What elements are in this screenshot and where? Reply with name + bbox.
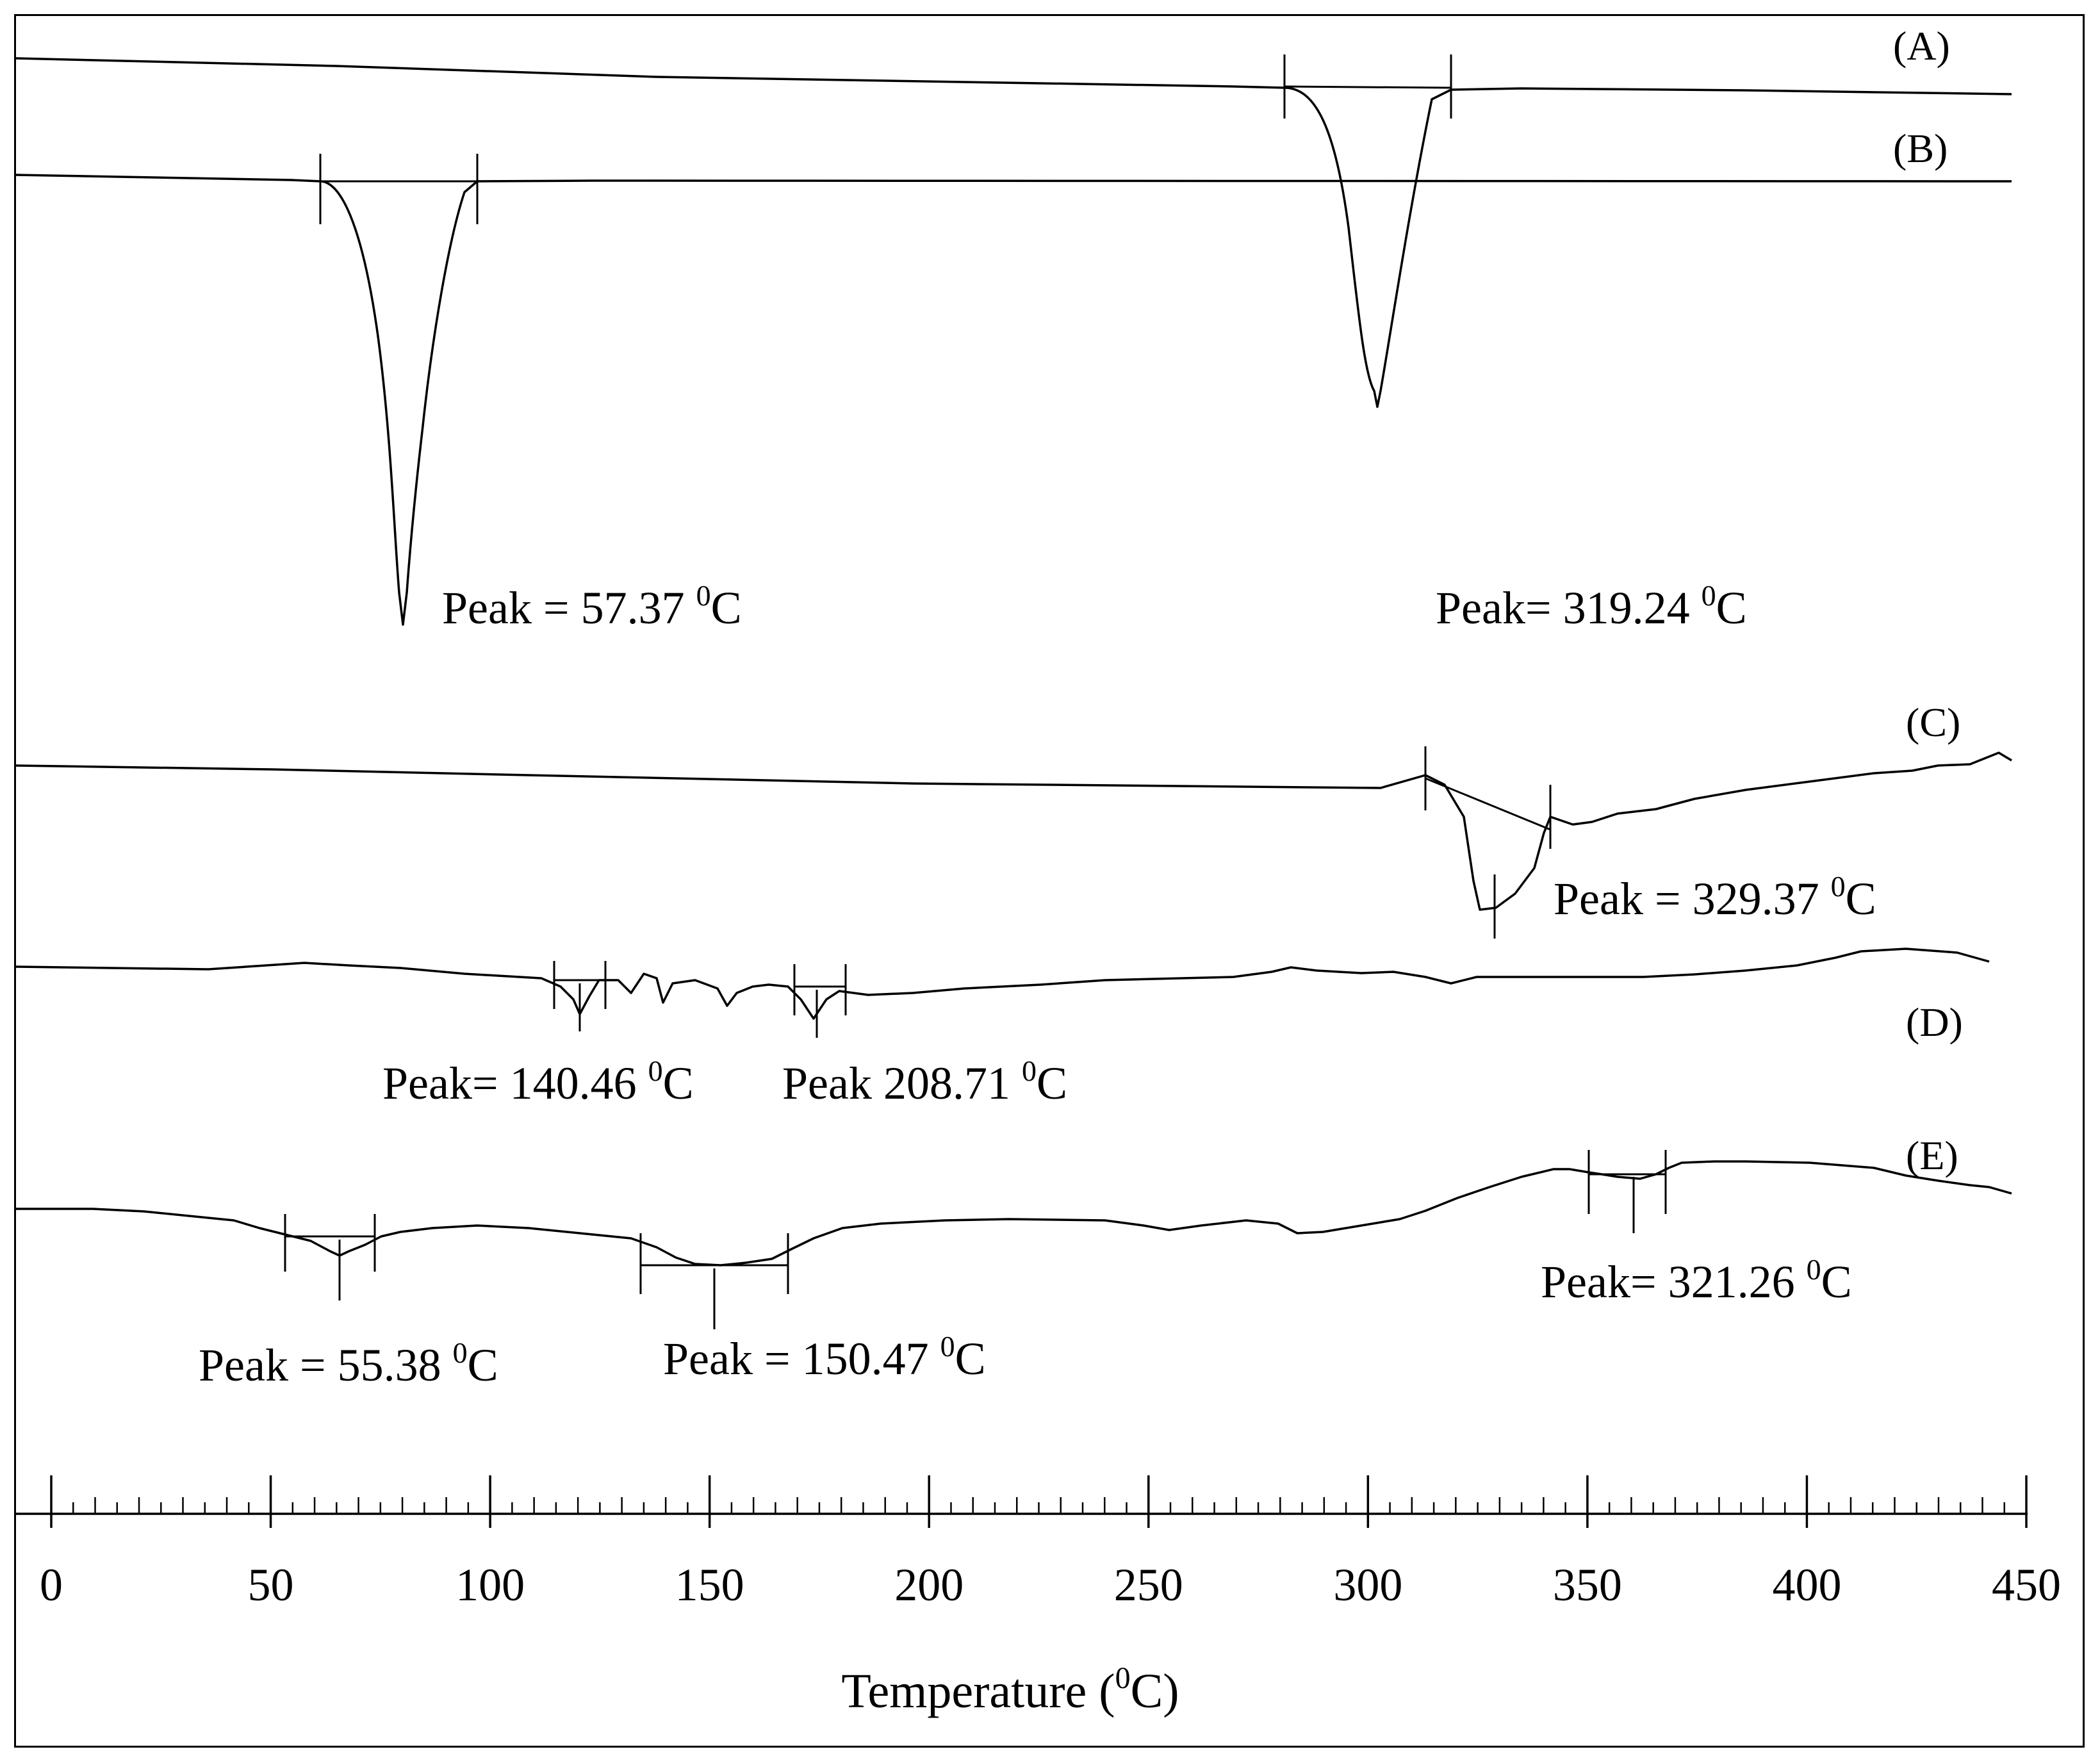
series-label-d: (D) [1906,999,1963,1045]
curve-a [16,57,2012,408]
series-label-b: (B) [1893,126,1948,171]
peak-label-d-1: Peak= 140.46 0C [382,1054,694,1109]
integration-marks-a [1283,54,1452,119]
curve-e [16,1160,2012,1267]
x-tick-label: 300 [1333,1559,1402,1611]
peak-label-c: Peak = 329.37 0C [1554,870,1876,924]
series-label-a: (A) [1893,23,1950,69]
x-tick-label: 100 [455,1559,525,1611]
x-tick-label: 50 [248,1559,294,1611]
integration-marks-d [553,961,847,1038]
x-tick-label: 150 [675,1559,744,1611]
x-tick-label: 350 [1553,1559,1622,1611]
x-tick-label: 400 [1772,1559,1841,1611]
dsc-thermogram-chart: (A) (B) (C) (D) (E) Peak= 319.24 0C Peak… [16,23,2061,1718]
curve-b [16,174,2012,626]
x-tick-label: 250 [1114,1559,1183,1611]
curve-c [16,751,2012,911]
integration-marks-b [319,154,479,224]
peak-label-e-1: Peak = 55.38 0C [199,1336,498,1391]
peak-label-b: Peak = 57.37 0C [442,579,742,634]
peak-label-e-3: Peak= 321.26 0C [1541,1253,1852,1308]
integration-marks-e [284,1150,1667,1329]
series-label-c: (C) [1906,700,1960,745]
series-label-e: (E) [1906,1133,1958,1178]
x-axis-ticks [50,1475,2028,1528]
x-tick-label: 450 [1992,1559,2061,1611]
x-tick-label: 200 [894,1559,964,1611]
peak-label-e-2: Peak = 150.47 0C [663,1330,986,1384]
x-tick-label: 0 [40,1559,63,1611]
x-axis-tick-labels: 0 50 100 150 200 250 300 350 400 450 [40,1559,2061,1611]
figure-frame: (A) (B) (C) (D) (E) Peak= 319.24 0C Peak… [14,14,2085,1748]
x-axis-title: Temperature (0C) [841,1661,1179,1718]
integration-marks-c [1424,746,1552,939]
peak-label-d-2: Peak 208.71 0C [782,1054,1067,1109]
peak-label-a: Peak= 319.24 0C [1436,579,1747,634]
curve-d [16,947,1990,1020]
